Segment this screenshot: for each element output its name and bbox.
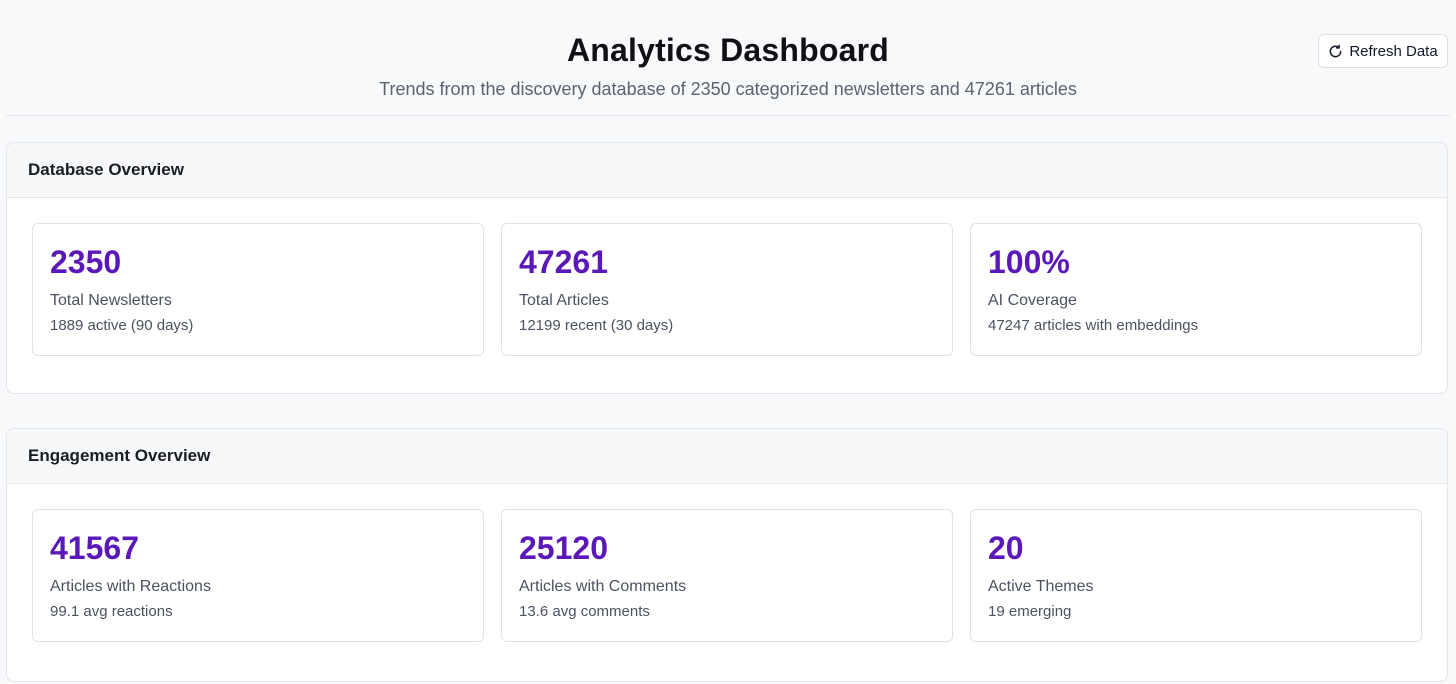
dashboard-header: Analytics Dashboard Trends from the disc… [6, 0, 1450, 116]
stat-subtext: 47247 articles with embeddings [988, 317, 1199, 334]
stat-subtext: 12199 recent (30 days) [519, 317, 674, 334]
stat-label: Articles with Comments [519, 578, 687, 595]
refresh-icon [1328, 44, 1343, 59]
stat-label: Active Themes [988, 578, 1094, 595]
database-overview-cards: 2350 Total Newsletters 1889 active (90 d… [32, 223, 1422, 356]
stat-card-articles-with-reactions: 41567 Articles with Reactions 99.1 avg r… [32, 509, 484, 642]
stat-card-total-articles: 47261 Total Articles 12199 recent (30 da… [501, 223, 953, 356]
stat-subtext: 99.1 avg reactions [50, 603, 173, 620]
stat-label: Articles with Reactions [50, 578, 211, 595]
stat-label: Total Articles [519, 292, 609, 309]
stat-subtext: 1889 active (90 days) [50, 317, 194, 334]
stat-value: 25120 [519, 530, 608, 566]
stat-value: 2350 [50, 244, 122, 280]
database-overview-title: Database Overview [7, 143, 1447, 198]
page-subtitle: Trends from the discovery database of 23… [379, 79, 1077, 99]
stat-card-active-themes: 20 Active Themes 19 emerging [970, 509, 1422, 642]
refresh-data-button[interactable]: Refresh Data [1318, 34, 1448, 68]
stat-card-total-newsletters: 2350 Total Newsletters 1889 active (90 d… [32, 223, 484, 356]
stat-card-ai-coverage: 100% AI Coverage 47247 articles with emb… [970, 223, 1422, 356]
stat-value: 20 [988, 530, 1024, 566]
stat-subtext: 13.6 avg comments [519, 603, 650, 620]
stat-label: Total Newsletters [50, 292, 172, 309]
database-overview-panel: Database Overview 2350 Total Newsletters… [6, 142, 1448, 394]
stat-card-articles-with-comments: 25120 Articles with Comments 13.6 avg co… [501, 509, 953, 642]
refresh-data-label: Refresh Data [1349, 42, 1438, 60]
stat-value: 41567 [50, 530, 139, 566]
engagement-overview-title: Engagement Overview [7, 429, 1447, 484]
stat-value: 100% [988, 244, 1070, 280]
stat-value: 47261 [519, 244, 608, 280]
stat-subtext: 19 emerging [988, 603, 1072, 620]
stat-label: AI Coverage [988, 292, 1077, 309]
page-title: Analytics Dashboard [566, 32, 890, 68]
engagement-overview-panel: Engagement Overview 41567 Articles with … [6, 428, 1448, 682]
engagement-overview-cards: 41567 Articles with Reactions 99.1 avg r… [32, 509, 1422, 642]
